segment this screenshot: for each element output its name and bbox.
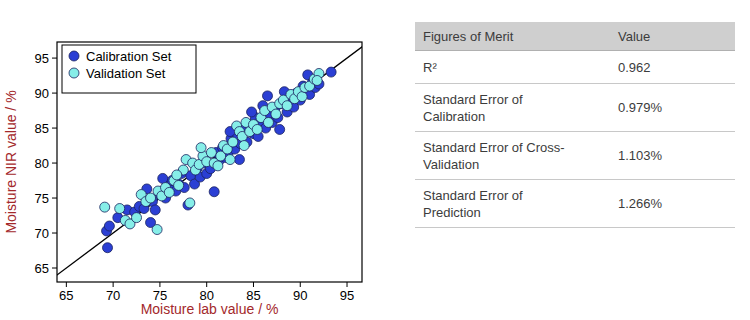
y-tick — [52, 128, 57, 129]
point — [213, 161, 223, 171]
point — [234, 155, 244, 165]
y-tick — [52, 93, 57, 94]
point — [152, 225, 162, 235]
point — [247, 107, 257, 117]
x-tick — [113, 282, 114, 287]
y-tick — [52, 268, 57, 269]
legend-marker — [69, 51, 79, 61]
legend-label: Validation Set — [86, 66, 166, 81]
x-tick-label: 90 — [293, 288, 307, 303]
page: Moisture NIR chart html, body { margin: … — [0, 0, 750, 320]
point — [164, 187, 174, 197]
point — [150, 205, 160, 215]
x-tick-label: 70 — [106, 288, 120, 303]
y-tick — [52, 163, 57, 164]
legend: Calibration Set Validation Set — [62, 45, 196, 93]
y-tick — [52, 233, 57, 234]
x-axis-label: Moisture lab value / % — [141, 301, 279, 317]
table-row: Standard Error of Prediction1.266% — [415, 180, 735, 228]
table-wrap: Figures of MeritValueR²0.962Standard Err… — [415, 22, 735, 228]
table-head: Figures of MeritValue — [415, 22, 735, 51]
plot-area — [57, 42, 362, 282]
x-tick-label: 65 — [59, 288, 73, 303]
point — [297, 92, 307, 102]
y-tick-label: 65 — [35, 261, 49, 276]
point — [172, 170, 182, 180]
body: {"chart_data": {"type": "scatter", "xlab… — [0, 0, 750, 320]
x-tick — [347, 282, 348, 287]
series-0 — [102, 67, 337, 253]
legend-marker — [69, 68, 79, 78]
point — [239, 141, 249, 151]
table-row: Standard Error of Calibration0.979% — [415, 84, 735, 132]
point — [206, 148, 216, 158]
y-tick-label: 75 — [35, 191, 49, 206]
x-tick-label: 95 — [340, 288, 354, 303]
point — [158, 173, 168, 183]
point — [326, 67, 336, 77]
point — [228, 137, 238, 147]
point — [312, 75, 322, 85]
point — [185, 198, 195, 208]
table-cell: Standard Error of Calibration — [415, 84, 610, 132]
point — [271, 109, 281, 119]
y-axis-label: Moisture NIR value / % — [3, 90, 19, 233]
x-tick — [206, 282, 207, 287]
x-tick — [159, 282, 160, 287]
header-cell: Figures of Merit — [415, 22, 610, 51]
header-cell: Value — [610, 22, 735, 51]
point — [115, 204, 125, 214]
x-tick — [66, 282, 67, 287]
point — [263, 91, 273, 101]
table-cell: R² — [415, 51, 610, 84]
point — [275, 124, 285, 134]
y-tick — [52, 58, 57, 59]
point — [174, 180, 184, 190]
table-cell: 0.979% — [610, 84, 735, 132]
header-row: Figures of MeritValue — [415, 22, 735, 51]
table-row: Standard Error of Cross-Validation1.103% — [415, 132, 735, 180]
point — [225, 155, 235, 165]
chart: 6570758085909565707580859095Moisture lab… — [0, 0, 375, 320]
table-body: R²0.962Standard Error of Calibration0.97… — [415, 51, 735, 228]
table-cell: Standard Error of Prediction — [415, 180, 610, 228]
point — [252, 124, 262, 134]
point — [209, 187, 219, 197]
y-tick-label: 90 — [35, 86, 49, 101]
table-cell: 1.266% — [610, 180, 735, 228]
x-tick — [300, 282, 301, 287]
point — [104, 221, 114, 231]
x-tick — [253, 282, 254, 287]
y-tick — [52, 198, 57, 199]
point — [196, 143, 206, 153]
legend-label: Calibration Set — [86, 49, 172, 64]
plot-frame — [57, 42, 362, 282]
point — [263, 117, 273, 127]
identity-line — [57, 42, 362, 282]
y-tick-label: 95 — [35, 51, 49, 66]
point — [100, 202, 110, 212]
y-tick-label: 70 — [35, 226, 49, 241]
point — [132, 213, 142, 223]
table-row: R²0.962 — [415, 51, 735, 84]
point — [103, 243, 113, 253]
table-cell: 0.962 — [610, 51, 735, 84]
y-tick-label: 80 — [35, 156, 49, 171]
table-cell: Standard Error of Cross-Validation — [415, 132, 610, 180]
y-tick-label: 85 — [35, 121, 49, 136]
legend-box — [62, 45, 196, 93]
table-cell: 1.103% — [610, 132, 735, 180]
figures-table: Figures of MeritValueR²0.962Standard Err… — [415, 22, 735, 228]
